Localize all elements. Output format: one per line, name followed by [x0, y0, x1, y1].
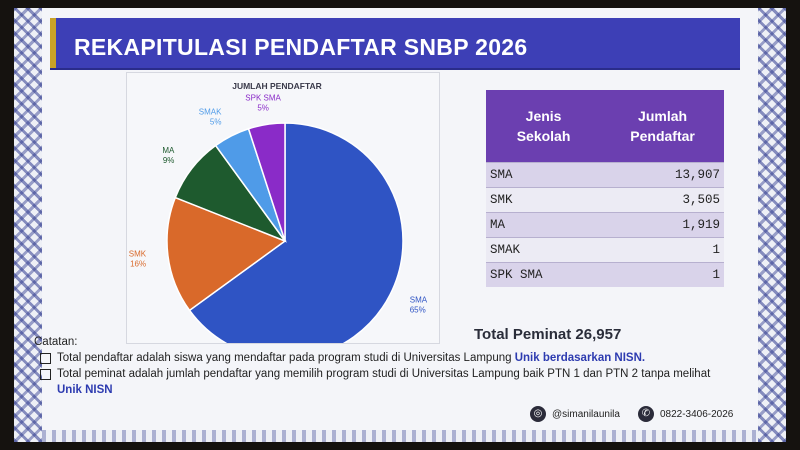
checkbox-icon: [40, 369, 51, 380]
col-header-jenis: Jenis Sekolah: [486, 90, 602, 163]
cell-jenis: SMK: [486, 187, 602, 213]
col-header-jumlah: Jumlah Pendaftar: [601, 90, 724, 163]
slice-percent-label: 5%: [210, 117, 222, 126]
left-ornament-border: [14, 8, 42, 442]
note-text: Total peminat adalah jumlah pendaftar ya…: [57, 366, 734, 398]
cell-jumlah: 3,505: [601, 187, 724, 213]
instagram-handle[interactable]: @simanilaunila: [552, 408, 620, 420]
notes-heading: Catatan:: [34, 336, 78, 348]
note-item: Total peminat adalah jumlah pendaftar ya…: [34, 366, 734, 398]
slice-percent-label: 65%: [410, 306, 426, 315]
registrant-table: Jenis Sekolah Jumlah Pendaftar SMA 13,90…: [486, 90, 724, 287]
slice-label: SMA: [410, 296, 428, 305]
col-header-jenis-line1: Jenis: [525, 108, 562, 124]
total-peminat: Total Peminat 26,957: [474, 326, 622, 343]
cell-jenis: MA: [486, 212, 602, 238]
cell-jenis: SMAK: [486, 237, 602, 263]
cell-jumlah: 1: [601, 262, 724, 287]
cell-jenis: SPK SMA: [486, 262, 602, 287]
slice-label: SPK SMA: [245, 94, 281, 103]
col-header-jumlah-line2: Pendaftar: [630, 128, 695, 144]
note-2-text: Total peminat adalah jumlah pendaftar ya…: [57, 368, 711, 380]
table-row: SMAK 1: [486, 237, 724, 263]
cell-jumlah: 13,907: [601, 162, 724, 188]
table-row: MA 1,919: [486, 212, 724, 238]
note-1-highlight: Unik berdasarkan NISN.: [514, 352, 646, 364]
note-text: Total pendaftar adalah siswa yang mendaf…: [57, 350, 645, 366]
right-ornament-border: [758, 8, 786, 442]
note-item: Total pendaftar adalah siswa yang mendaf…: [34, 350, 734, 366]
slide: REKAPITULASI PENDAFTAR SNBP 2026 JUMLAH …: [14, 8, 786, 442]
cell-jumlah: 1,919: [601, 212, 724, 238]
pie-chart: JUMLAH PENDAFTAR SMA65%SMK16%MA9%SMAK5%S…: [129, 81, 428, 360]
slice-label: SMAK: [199, 107, 222, 116]
cell-jumlah: 1: [601, 237, 724, 263]
chart-frame: JUMLAH PENDAFTAR SMA 65% SMK 16% MA 9% SMAK 5% S…: [126, 72, 440, 360]
instagram-icon: ◎: [530, 406, 546, 422]
bottom-ornament-border: [42, 430, 758, 442]
slice-label: MA: [162, 146, 175, 155]
slice-percent-label: 9%: [163, 156, 175, 165]
note-1-text: Total pendaftar adalah siswa yang mendaf…: [57, 352, 515, 364]
col-header-jenis-line2: Sekolah: [516, 128, 571, 144]
checkbox-icon: [40, 353, 51, 364]
pie-slice-smk: [166, 196, 287, 312]
slice-percent-label: 16%: [130, 260, 146, 269]
chart-title: JUMLAH PENDAFTAR: [232, 81, 322, 91]
whatsapp-number[interactable]: 0822-3406-2026: [659, 408, 734, 420]
table-row: SMA 13,907: [486, 162, 724, 188]
cell-jenis: SMA: [486, 162, 602, 188]
col-header-jumlah-line1: Jumlah: [638, 108, 688, 124]
slice-label: SMK: [129, 250, 147, 259]
note-2-highlight: Unik NISN: [57, 384, 113, 396]
notes-section: Catatan: Total pendaftar adalah siswa ya…: [34, 334, 734, 398]
footer-contacts: ◎ @simanilaunila ✆ 0822-3406-2026: [530, 406, 733, 422]
table-row: SPK SMA 1: [486, 262, 724, 287]
slide-title: REKAPITULASI PENDAFTAR SNBP 2026: [74, 34, 528, 60]
table-row: SMK 3,505: [486, 187, 724, 213]
pie-slice-spk-sma: [247, 122, 286, 242]
title-bar: [50, 18, 740, 68]
slice-percent-label: 5%: [257, 104, 269, 113]
whatsapp-icon: ✆: [637, 406, 654, 422]
